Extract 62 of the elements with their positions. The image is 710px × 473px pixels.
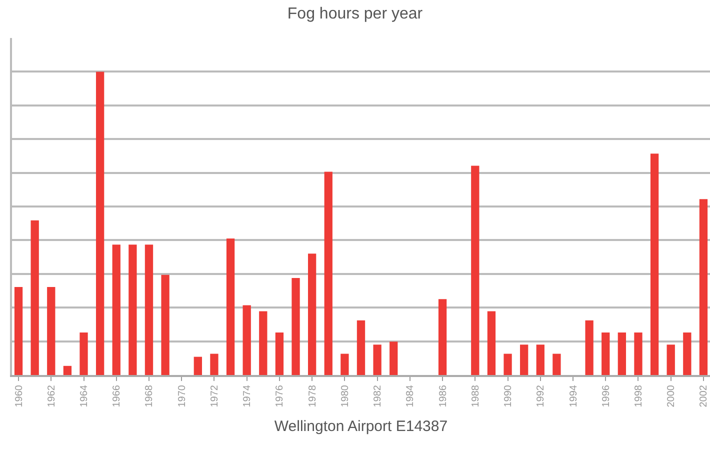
bar (324, 172, 332, 375)
x-tick-label: 1984 (405, 384, 416, 408)
x-tick-label: 1986 (438, 384, 449, 408)
x-tick-label: 1966 (112, 384, 123, 408)
bar (210, 354, 218, 375)
bar (585, 320, 594, 375)
bar (487, 311, 496, 375)
x-tick-label: 1970 (176, 384, 188, 408)
bar (128, 244, 137, 375)
x-tick-label: 1962 (46, 384, 58, 408)
x-axis-title: Wellington Airport E14387 (274, 418, 448, 435)
x-tick-label: 1976 (274, 384, 286, 408)
chart-title: Fog hours per year (287, 5, 424, 22)
x-tick-label: 1968 (144, 384, 156, 408)
bar (47, 287, 56, 375)
bar (683, 332, 692, 375)
bar (699, 199, 708, 375)
x-tick-label: 1980 (340, 384, 351, 408)
x-tick-label: 2002 (698, 384, 710, 408)
bar (292, 278, 300, 375)
x-tick-label: 1990 (503, 384, 514, 408)
bar (275, 332, 284, 375)
x-tick-label: 1996 (600, 384, 612, 408)
x-tick-label: 1994 (568, 384, 580, 408)
bar (259, 311, 268, 375)
x-tick-label: 1978 (307, 384, 318, 408)
bar (390, 342, 398, 375)
bar (308, 254, 316, 375)
bar (30, 220, 39, 375)
bar (356, 320, 366, 375)
bar (242, 305, 251, 375)
x-tick-label: 1988 (470, 384, 482, 408)
x-tick-label: 1964 (79, 384, 90, 408)
bar (80, 332, 88, 375)
bar (112, 244, 120, 375)
bar (650, 154, 659, 375)
bar (618, 332, 626, 375)
bar (226, 238, 235, 375)
bar (63, 366, 72, 375)
bar (552, 354, 561, 375)
x-tick-label: 1998 (633, 384, 644, 408)
bar (14, 287, 23, 375)
bar (194, 356, 202, 375)
bar (340, 354, 349, 375)
bar (144, 244, 154, 375)
bar (161, 274, 170, 375)
bar (438, 299, 447, 375)
x-tick-label: 1960 (14, 384, 25, 408)
x-tick-label: 1982 (372, 384, 384, 408)
bar (536, 344, 544, 375)
bar (96, 72, 104, 375)
x-tick-label: 1974 (242, 384, 254, 408)
bar (520, 344, 528, 375)
bar (602, 332, 610, 375)
bar (504, 354, 512, 375)
bar (634, 332, 642, 375)
bar (471, 166, 480, 375)
bar (666, 344, 675, 375)
x-tick-label: 1992 (536, 384, 547, 408)
x-tick-label: 2000 (666, 384, 678, 408)
bar (373, 344, 382, 375)
x-tick-label: 1972 (209, 384, 220, 408)
